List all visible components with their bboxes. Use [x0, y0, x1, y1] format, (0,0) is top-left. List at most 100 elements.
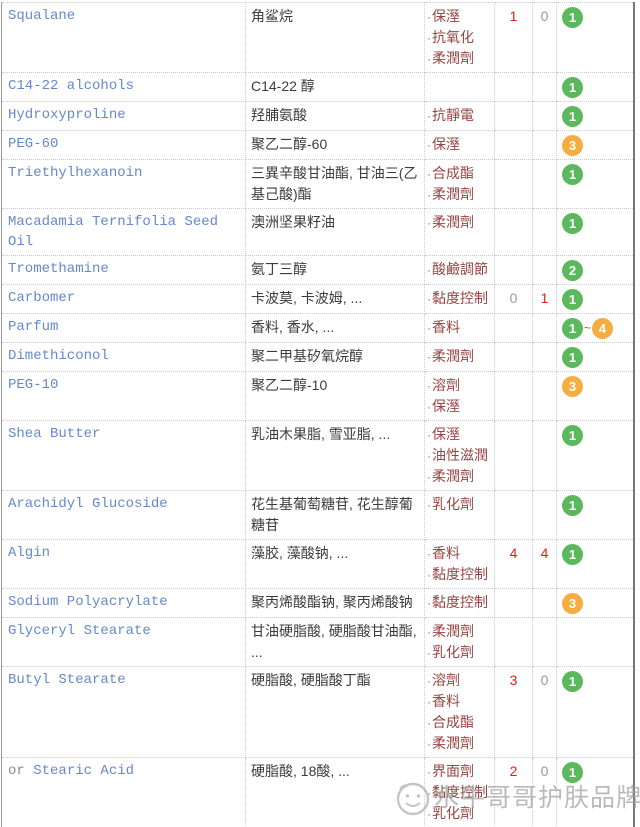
ingredient-cn-name: 角鲨烷: [251, 8, 293, 24]
ingredient-name-cell: Butyl Stearate: [1, 666, 246, 758]
ingredient-link[interactable]: PEG-60: [8, 136, 59, 152]
safety-badge-group: 1: [562, 6, 633, 28]
safety-badge: 2: [562, 260, 583, 281]
bullet-dot-icon: ·: [427, 292, 431, 306]
ingredient-row: Sodium Polyacrylate 聚丙烯酸酯钠, 聚丙烯酸钠 ·黏度控制 3: [1, 588, 634, 618]
function-label: 油性滋潤: [432, 447, 488, 463]
function-item: ·柔潤劑: [427, 48, 493, 69]
ingredient-row: Glyceryl Stearate 甘油硬脂酸, 硬脂酸甘油酯, ... ·柔潤劑 ·…: [1, 617, 634, 667]
safety-badge-group: 1: [562, 670, 633, 692]
safety-badge-cell: 1: [556, 208, 634, 256]
risk-num1-cell: [494, 159, 533, 209]
ingredient-cn-cell: 硬脂酸, 硬脂酸丁酯: [245, 666, 425, 758]
function-label: 柔潤劑: [432, 468, 474, 484]
function-item: ·黏度控制: [427, 592, 493, 613]
risk-num1-cell: [494, 617, 533, 667]
function-item: ·香料: [427, 691, 493, 712]
risk-num1: 3: [509, 672, 518, 688]
ingredient-cn-cell: 卡波莫, 卡波姆, ...: [245, 284, 425, 314]
ingredient-link[interactable]: Stearic Acid: [33, 763, 135, 779]
ingredient-link[interactable]: Macadamia Ternifolia Seed Oil: [8, 214, 219, 250]
ingredient-name-cell: C14-22 alcohols: [1, 72, 246, 102]
ingredient-link[interactable]: Hydroxyproline: [8, 107, 126, 123]
risk-num1-cell: 1: [494, 2, 533, 73]
safety-badge-cell: 1: [556, 72, 634, 102]
safety-badge: 1: [562, 106, 583, 127]
bullet-dot-icon: ·: [427, 625, 431, 639]
risk-num2: 1: [540, 290, 549, 306]
function-cell: ·柔潤劑: [424, 342, 495, 372]
function-cell: [424, 72, 495, 102]
ingredient-link[interactable]: Algin: [8, 545, 51, 561]
ingredient-row: C14-22 alcohols C14-22 醇 1: [1, 72, 634, 102]
ingredient-row: or Stearic Acid 硬脂酸, 18酸, ... ·界面劑 ·黏度控制 ·乳化…: [1, 757, 634, 827]
ingredient-cn-name: 澳洲坚果籽油: [251, 214, 335, 230]
ingredient-link[interactable]: Tromethamine: [8, 261, 109, 277]
bullet-dot-icon: ·: [427, 646, 431, 660]
safety-badge-group: 1 ~4: [562, 317, 633, 339]
risk-num1: 2: [509, 763, 518, 779]
ingredient-cn-name: 羟脯氨酸: [251, 107, 307, 123]
ingredient-link[interactable]: Glyceryl Stearate: [8, 623, 151, 639]
function-label: 黏度控制: [432, 290, 488, 306]
function-cell: ·柔潤劑 ·乳化劑: [424, 617, 495, 667]
ingredient-cn-cell: 三異辛酸甘油酯, 甘油三(乙基己酸)酯: [245, 159, 425, 209]
safety-badge: 1: [562, 318, 583, 339]
bullet-dot-icon: ·: [427, 400, 431, 414]
function-cell: ·酸鹼調節: [424, 255, 495, 285]
function-item: ·乳化劑: [427, 494, 493, 515]
ingredient-link[interactable]: Carbomer: [8, 290, 76, 306]
function-cell: ·溶劑 ·保溼: [424, 371, 495, 421]
function-cell: ·保溼 ·油性滋潤 ·柔潤劑: [424, 420, 495, 491]
function-item: ·黏度控制: [427, 564, 493, 585]
ingredient-link[interactable]: Shea Butter: [8, 426, 101, 442]
ingredient-link[interactable]: Parfum: [8, 319, 59, 335]
ingredient-link[interactable]: PEG-10: [8, 377, 59, 393]
function-cell: ·保溼 ·抗氧化 ·柔潤劑: [424, 2, 495, 73]
function-cell: ·黏度控制: [424, 284, 495, 314]
safety-badge-group: 1: [562, 543, 633, 565]
function-label: 界面劑: [432, 763, 474, 779]
safety-badge-cell: 1: [556, 666, 634, 758]
ingredient-cn-name: 硬脂酸, 18酸, ...: [251, 763, 350, 779]
ingredient-name-cell: Triethylhexanoin: [1, 159, 246, 209]
risk-num2-cell: 0: [532, 666, 557, 758]
ingredient-link[interactable]: Butyl Stearate: [8, 672, 126, 688]
safety-badge-group: 1: [562, 288, 633, 310]
function-label: 抗氧化: [432, 29, 474, 45]
ingredient-link[interactable]: Dimethiconol: [8, 348, 109, 364]
bullet-dot-icon: ·: [427, 807, 431, 821]
risk-num1-cell: [494, 130, 533, 160]
ingredient-link[interactable]: Sodium Polyacrylate: [8, 594, 168, 610]
risk-num2-cell: [532, 588, 557, 618]
bullet-dot-icon: ·: [427, 321, 431, 335]
risk-num2-cell: 1: [532, 284, 557, 314]
ingredient-link[interactable]: Triethylhexanoin: [8, 165, 143, 181]
risk-num2-cell: [532, 490, 557, 540]
ingredient-link[interactable]: Squalane: [8, 8, 76, 24]
risk-num1-cell: [494, 588, 533, 618]
function-item: ·香料: [427, 543, 493, 564]
function-item: ·合成酯: [427, 163, 493, 184]
function-label: 柔潤劑: [432, 186, 474, 202]
ingredient-cn-name: 藻胶, 藻酸钠, ...: [251, 545, 349, 561]
bullet-dot-icon: ·: [427, 31, 431, 45]
risk-num1-cell: [494, 371, 533, 421]
ingredient-link[interactable]: C14-22 alcohols: [8, 78, 135, 94]
function-label: 合成酯: [432, 165, 474, 181]
ingredient-cn-name: 甘油硬脂酸, 硬脂酸甘油酯, ...: [251, 623, 417, 660]
ingredient-name-cell: Hydroxyproline: [1, 101, 246, 131]
ingredient-row: PEG-60 聚乙二醇-60 ·保溼 3: [1, 130, 634, 160]
ingredient-row: PEG-10 聚乙二醇-10 ·溶劑 ·保溼 3: [1, 371, 634, 421]
safety-badge: 4: [592, 318, 614, 339]
risk-num1-cell: 3: [494, 666, 533, 758]
ingredient-row: Shea Butter 乳油木果脂, 雪亚脂, ... ·保溼 ·油性滋潤 ·柔潤劑 1: [1, 420, 634, 491]
safety-badge-cell: 1: [556, 159, 634, 209]
risk-num1-cell: 2: [494, 757, 533, 827]
ingredient-name-cell: Sodium Polyacrylate: [1, 588, 246, 618]
ingredient-name-cell: PEG-60: [1, 130, 246, 160]
function-label: 抗靜電: [432, 107, 474, 123]
ingredient-link[interactable]: Arachidyl Glucoside: [8, 496, 168, 512]
ingredient-cn-cell: 藻胶, 藻酸钠, ...: [245, 539, 425, 589]
safety-badge-cell: 3: [556, 588, 634, 618]
